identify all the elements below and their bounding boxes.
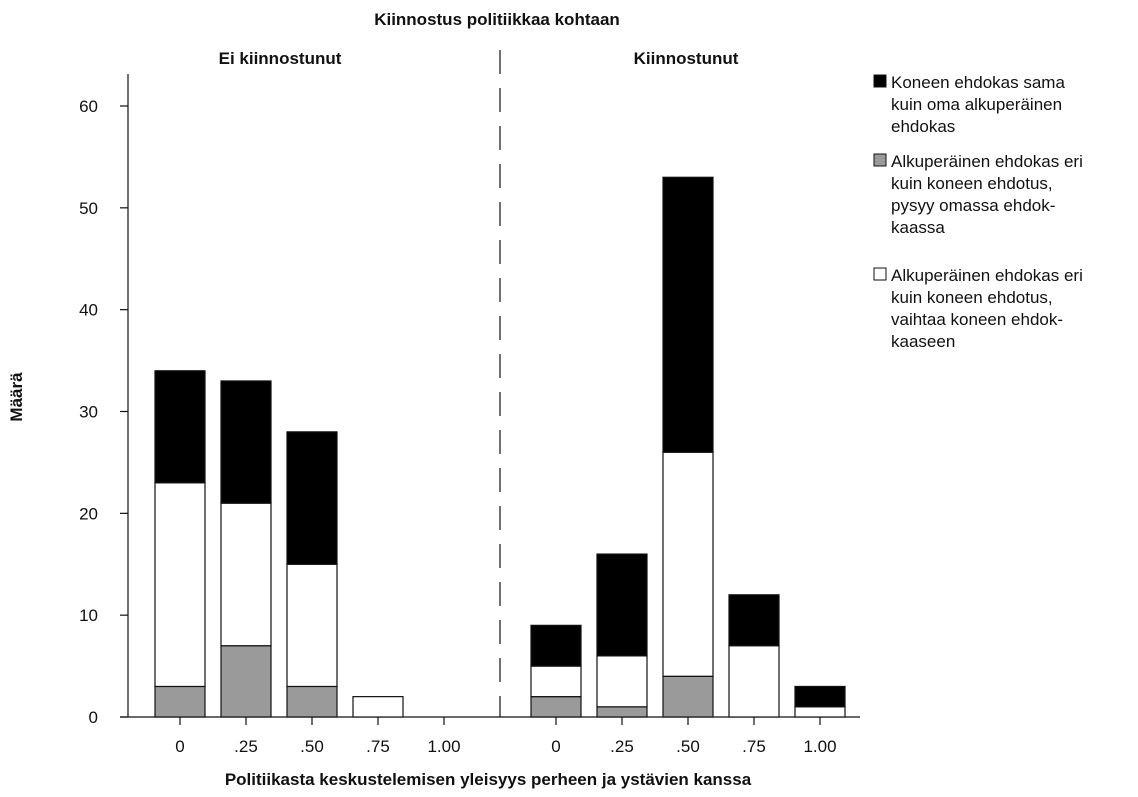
legend-label: kaassa <box>891 218 945 237</box>
x-tick-label: 0 <box>551 737 560 756</box>
panel-label-not-interested: Ei kiinnostunut <box>219 49 342 68</box>
bar-segment <box>286 563 338 688</box>
chart-title: Kiinnostus politiikkaa kohtaan <box>374 10 620 29</box>
legend-swatch <box>873 74 887 88</box>
bar-segment <box>154 482 206 688</box>
x-tick-label: 1.00 <box>803 737 836 756</box>
bar-segment <box>220 502 272 647</box>
legend-label: kuin koneen ehdotus, <box>891 174 1053 193</box>
legend-label: kuin koneen ehdotus, <box>891 288 1053 307</box>
legend-label: kaaseen <box>891 332 955 351</box>
x-tick-label: .25 <box>234 737 258 756</box>
legend-swatch <box>873 153 887 167</box>
bar-segment <box>530 624 582 667</box>
x-tick-label: 1.00 <box>427 737 460 756</box>
bar-segment <box>530 696 582 718</box>
bar-segment <box>596 655 648 708</box>
bar-segment <box>286 431 338 565</box>
legend-label: Alkuperäinen ehdokas eri <box>891 266 1083 285</box>
bar-segment <box>286 685 338 718</box>
y-axis-label: Määrä <box>7 372 26 422</box>
x-tick-label: .75 <box>366 737 390 756</box>
bar-segment <box>662 176 714 453</box>
legend-swatch <box>873 267 887 281</box>
bar-segment <box>352 696 404 718</box>
x-tick-label: .50 <box>676 737 700 756</box>
bar-segment <box>596 553 648 657</box>
y-tick-label: 60 <box>79 97 98 116</box>
y-tick-label: 30 <box>79 403 98 422</box>
bar-segment <box>728 645 780 718</box>
panel-label-interested: Kiinnostunut <box>634 49 739 68</box>
bar-segment <box>220 645 272 718</box>
legend-label: Koneen ehdokas sama <box>891 73 1065 92</box>
x-axis-label: Politiikasta keskustelemisen yleisyys pe… <box>225 770 752 789</box>
x-tick-label: .25 <box>610 737 634 756</box>
legend-label: kuin oma alkuperäinen <box>891 95 1062 114</box>
bar-segment <box>662 451 714 677</box>
bar-segment <box>728 594 780 647</box>
y-tick-label: 50 <box>79 199 98 218</box>
bar-segment <box>220 380 272 504</box>
bar-segment <box>154 685 206 718</box>
legend-label: pysyy omassa ehdok- <box>891 196 1055 215</box>
bar-segment <box>662 675 714 718</box>
x-tick-label: 0 <box>175 737 184 756</box>
y-tick-label: 40 <box>79 301 98 320</box>
y-tick-label: 0 <box>89 708 98 727</box>
bar-segment <box>596 706 648 718</box>
legend-label: ehdokas <box>891 117 955 136</box>
y-tick-label: 20 <box>79 504 98 523</box>
bar-segment <box>794 706 846 718</box>
bar-segment <box>794 685 846 708</box>
x-tick-label: .75 <box>742 737 766 756</box>
x-tick-label: .50 <box>300 737 324 756</box>
bar-segment <box>154 370 206 484</box>
legend-label: Alkuperäinen ehdokas eri <box>891 152 1083 171</box>
legend-label: vaihtaa koneen ehdok- <box>891 310 1063 329</box>
y-tick-label: 10 <box>79 606 98 625</box>
bar-segment <box>530 665 582 698</box>
